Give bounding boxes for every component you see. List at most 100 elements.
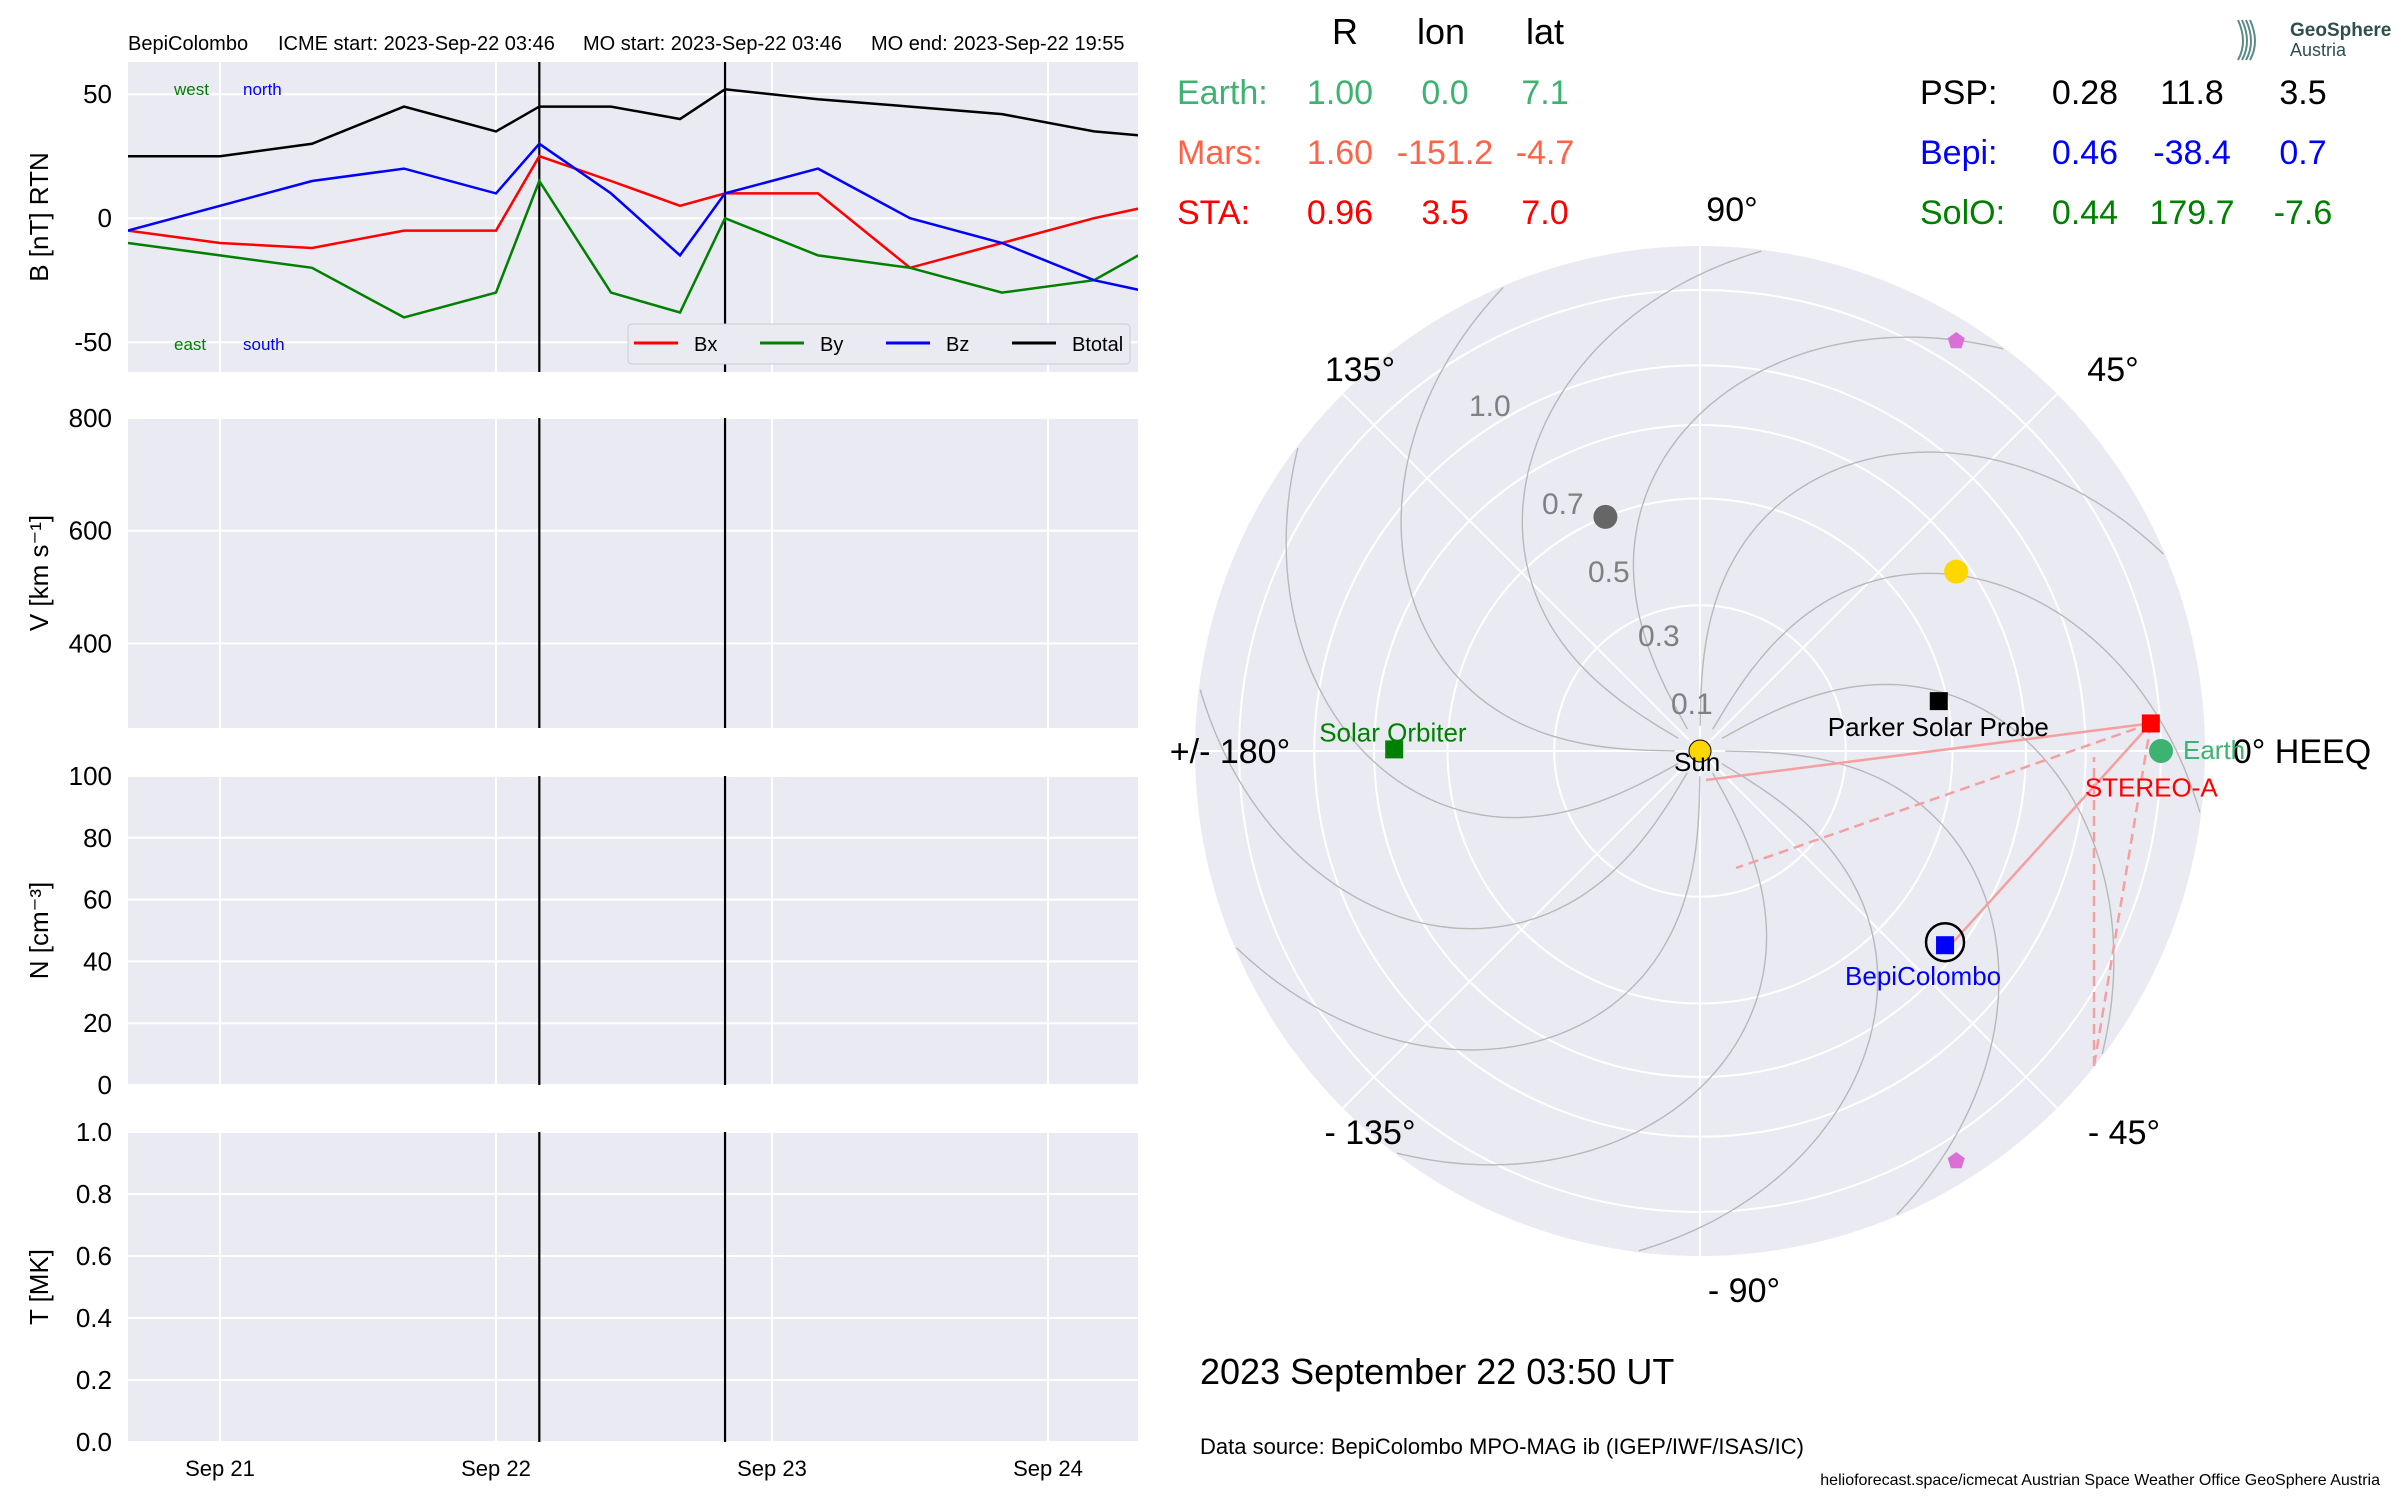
polar-plot: 0.1 0.30.5 0.7 1.0 0° HEEQ 45° 90° 135° +/- 180°… bbox=[1170, 191, 2371, 1310]
angle-label: 90° bbox=[1706, 191, 1757, 229]
y-tick-label: 0.0 bbox=[76, 1427, 112, 1457]
series-btotal bbox=[128, 88, 1138, 158]
solar-orbiter-marker bbox=[1385, 740, 1404, 759]
x-tick-label: Sep 24 bbox=[1013, 1456, 1083, 1481]
parker-spiral bbox=[1199, 689, 1688, 930]
table-left-r: 1.00 bbox=[1307, 74, 1373, 112]
sun-label: Sun bbox=[1674, 747, 1720, 777]
parker-spiral bbox=[1699, 451, 2164, 726]
logo-mark bbox=[2241, 19, 2248, 61]
y-tick-label: 100 bbox=[69, 761, 112, 791]
sta-radial-dashed bbox=[2092, 723, 2153, 1067]
panel-2: 800 600 400 V [km s⁻¹] bbox=[24, 403, 1138, 728]
radial-label: 1.0 bbox=[1469, 390, 1511, 423]
bepicolombo-marker bbox=[1936, 936, 1955, 955]
bepicolombo-label: BepiColombo bbox=[1845, 961, 2001, 991]
angle-label: - 45° bbox=[2088, 1114, 2160, 1152]
y-tick-label: 0 bbox=[98, 203, 112, 233]
table-left-name: Mars: bbox=[1177, 134, 1262, 172]
pentagon-marker bbox=[1947, 332, 1965, 349]
y-tick-label: 1.0 bbox=[76, 1117, 112, 1147]
table-left-lon: 0.0 bbox=[1421, 74, 1468, 112]
x-tick-label: Sep 21 bbox=[185, 1456, 255, 1481]
table-right-name: SolO: bbox=[1920, 194, 2005, 232]
series-bz bbox=[128, 142, 1138, 291]
table-right-lat: 0.7 bbox=[2279, 134, 2326, 172]
series-by bbox=[128, 178, 1138, 319]
table-right-lat: -7.6 bbox=[2274, 194, 2333, 232]
radial-label: 0.7 bbox=[1542, 488, 1584, 521]
solar-orbiter-label: Solar Orbiter bbox=[1319, 717, 1467, 747]
table-header-r: R bbox=[1332, 11, 1358, 52]
parker-spiral bbox=[1396, 772, 1768, 1166]
east-label: east bbox=[174, 335, 206, 354]
table-header-lat: lat bbox=[1526, 11, 1564, 52]
timeseries-panels: 50 0 -50 B [nT] RTN Bx By Bz Btotal west north eas… bbox=[24, 33, 1138, 1481]
y-axis-label: T [MK] bbox=[24, 1249, 54, 1325]
planet-marker bbox=[1593, 504, 1618, 529]
sta-dashed-line bbox=[1735, 722, 2152, 870]
earth-label: Earth bbox=[2183, 735, 2245, 765]
plot-area bbox=[128, 418, 1138, 728]
table-right-lon: 179.7 bbox=[2149, 194, 2234, 232]
table-left-r: 0.96 bbox=[1307, 194, 1373, 232]
angular-spoke bbox=[1699, 750, 2058, 1109]
table-right-lon: -38.4 bbox=[2153, 134, 2231, 172]
stereo-a-label: STEREO-A bbox=[2085, 772, 2219, 802]
table-left-lon: 3.5 bbox=[1421, 194, 1468, 232]
parker-spiral bbox=[1285, 447, 1679, 819]
y-tick-label: 20 bbox=[83, 1008, 112, 1038]
angular-spoke bbox=[1699, 393, 2058, 752]
logo-line2: Austria bbox=[2290, 40, 2347, 60]
y-tick-label: 60 bbox=[83, 885, 112, 915]
sta-bepi-line bbox=[1944, 722, 2152, 953]
y-tick-label: 800 bbox=[69, 403, 112, 433]
legend-box bbox=[627, 323, 1131, 365]
credits-label: helioforecast.space/icmecat Austrian Spa… bbox=[1820, 1472, 2380, 1489]
table-right-name: Bepi: bbox=[1920, 134, 1998, 172]
pentagon-marker bbox=[1947, 1152, 1965, 1169]
angle-label: 135° bbox=[1325, 351, 1395, 389]
radial-label: 0.5 bbox=[1588, 556, 1630, 589]
radial-label: 0.1 bbox=[1671, 688, 1713, 721]
table-right-r: 0.44 bbox=[2052, 194, 2118, 232]
x-tick-label: Sep 22 bbox=[461, 1456, 531, 1481]
parker-spiral bbox=[1632, 336, 2004, 730]
logo-mark bbox=[2237, 19, 2244, 61]
y-tick-label: 0 bbox=[98, 1070, 112, 1100]
y-tick-label: 40 bbox=[83, 946, 112, 976]
panel-3: 100 80 60 40 20 0 N [cm⁻³] bbox=[24, 761, 1138, 1100]
timestamp-label: 2023 September 22 03:50 UT bbox=[1200, 1351, 1674, 1392]
y-tick-label: 0.8 bbox=[76, 1179, 112, 1209]
earth-marker bbox=[2148, 739, 2173, 763]
header-mo-start: MO start: 2023-Sep-22 03:46 bbox=[583, 33, 842, 55]
table-right-r: 0.46 bbox=[2052, 134, 2118, 172]
legend-label-btotal: Btotal bbox=[1072, 334, 1123, 356]
y-tick-label: 80 bbox=[83, 823, 112, 853]
y-tick-label: 0.2 bbox=[76, 1365, 112, 1395]
west-label: west bbox=[173, 80, 209, 99]
radial-label: 0.3 bbox=[1638, 620, 1680, 653]
y-axis-label: N [cm⁻³] bbox=[24, 882, 54, 980]
table-header-lon: lon bbox=[1417, 11, 1465, 52]
plot-area bbox=[128, 776, 1138, 1085]
parker-spiral bbox=[1521, 250, 1762, 739]
parker-solar-probe-label: Parker Solar Probe bbox=[1828, 712, 2049, 742]
series-bx bbox=[128, 154, 1138, 270]
angular-spoke bbox=[1342, 393, 1701, 752]
panel-1: 50 0 -50 B [nT] RTN Bx By Bz Btotal west north eas… bbox=[24, 62, 1138, 372]
angle-label: - 90° bbox=[1708, 1272, 1780, 1310]
header-icme-start: ICME start: 2023-Sep-22 03:46 bbox=[278, 33, 555, 55]
y-tick-label: 0.6 bbox=[76, 1241, 112, 1271]
parker-spiral bbox=[1725, 750, 2000, 1215]
legend-label-bz: Bz bbox=[946, 334, 969, 356]
south-label: south bbox=[243, 335, 285, 354]
y-tick-label: -50 bbox=[74, 327, 112, 357]
angle-label: +/- 180° bbox=[1170, 733, 1290, 771]
angle-label: 0° HEEQ bbox=[2233, 733, 2371, 771]
y-tick-label: 50 bbox=[83, 79, 112, 109]
x-tick-label: Sep 23 bbox=[737, 1456, 807, 1481]
plot-area bbox=[128, 1132, 1138, 1442]
